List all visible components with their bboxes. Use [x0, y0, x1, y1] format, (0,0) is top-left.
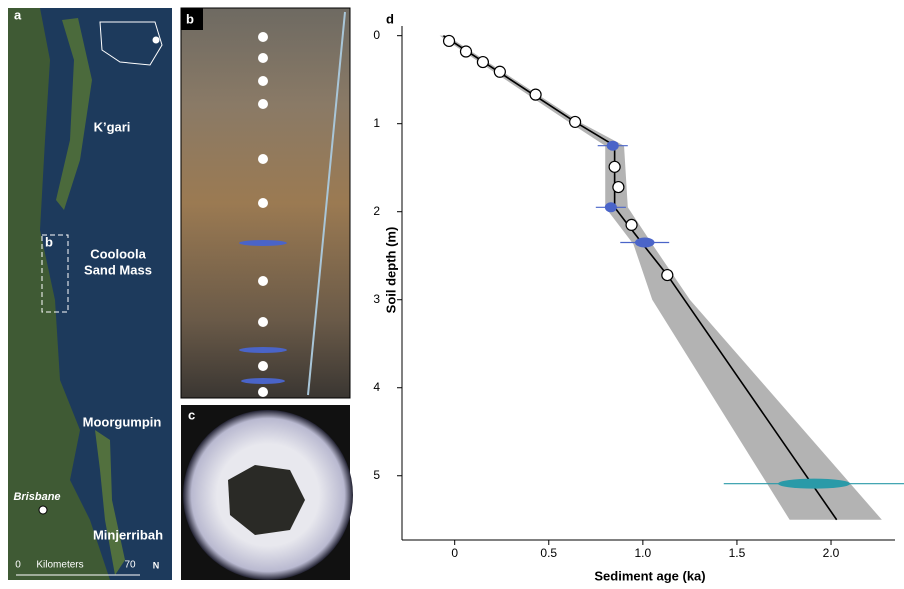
sample-point — [662, 270, 673, 281]
place-label: Cooloola — [90, 246, 146, 261]
x-tick-label: 2.0 — [823, 546, 840, 560]
panel-label: d — [386, 11, 394, 26]
sample-point — [613, 182, 624, 193]
sample-point — [477, 57, 488, 68]
osl-point — [605, 202, 617, 212]
photo-panel: b — [181, 8, 350, 398]
place-label: Sand Mass — [84, 262, 152, 277]
y-tick-label: 0 — [373, 28, 380, 42]
inset-label: b — [45, 234, 53, 249]
y-tick-label: 2 — [373, 204, 380, 218]
north-arrow: N — [153, 560, 160, 570]
x-tick-label: 1.5 — [729, 546, 746, 560]
sample-point — [444, 35, 455, 46]
sample-point — [530, 89, 541, 100]
panel-label: b — [186, 11, 194, 26]
panel-label: a — [14, 7, 22, 22]
figure: a b K’gari Cooloola Sand Mass Moorgumpin… — [0, 0, 904, 584]
x-tick-label: 1.0 — [635, 546, 652, 560]
x-tick-label: 0.5 — [540, 546, 557, 560]
scale-title: Kilometers — [36, 560, 83, 571]
osl-point — [607, 141, 619, 151]
site-marker — [153, 37, 160, 44]
x-axis-title: Sediment age (ka) — [594, 568, 705, 583]
y-tick-label: 3 — [373, 292, 380, 306]
sample-point — [609, 161, 620, 172]
place-label: K’gari — [94, 119, 131, 134]
place-label: Minjerribah — [93, 527, 163, 542]
y-tick-label: 5 — [373, 468, 380, 482]
y-axis-title: Soil depth (m) — [383, 227, 398, 314]
x-tick-label: 0 — [451, 546, 458, 560]
osl-point — [778, 479, 850, 489]
sample-point — [626, 219, 637, 230]
city-marker — [39, 506, 47, 514]
y-tick-label: 4 — [373, 380, 380, 394]
sample-point — [570, 116, 581, 127]
osl-point — [635, 238, 655, 248]
panel-label: c — [188, 407, 195, 422]
scale-start: 0 — [15, 560, 21, 571]
place-label: Moorgumpin — [83, 414, 162, 429]
place-label: Brisbane — [13, 491, 60, 503]
map-panel: a b K’gari Cooloola Sand Mass Moorgumpin… — [8, 7, 172, 580]
sample-point — [460, 46, 471, 57]
sample-point — [494, 66, 505, 77]
scale-end: 70 — [124, 560, 136, 571]
y-tick-label: 1 — [373, 116, 380, 130]
uncertainty-band — [440, 36, 882, 520]
photo-panel: c — [181, 405, 353, 580]
